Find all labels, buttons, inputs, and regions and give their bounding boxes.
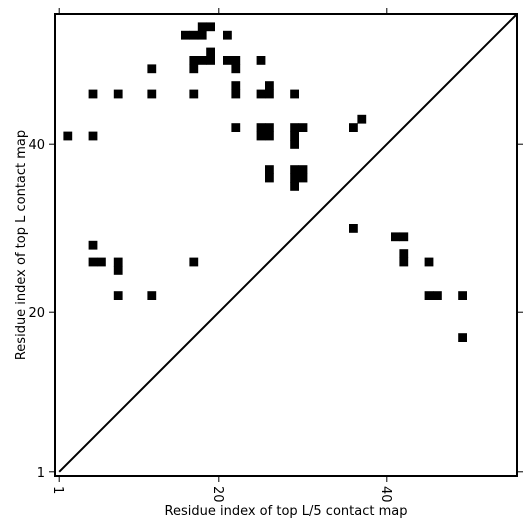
contact-cell xyxy=(399,249,409,258)
contact-cell xyxy=(113,291,123,300)
contact-cell xyxy=(88,240,98,250)
contact-cell xyxy=(197,30,207,40)
contact-cell xyxy=(298,123,308,132)
contact-cell xyxy=(357,114,367,124)
contact-cell xyxy=(290,140,299,149)
contact-cell xyxy=(349,123,358,132)
y-axis-label: Residue index of top L contact map xyxy=(14,130,29,360)
contact-cell xyxy=(189,64,199,74)
contact-cell xyxy=(399,232,409,242)
y-tick-label: 40 xyxy=(28,138,45,153)
contact-cell xyxy=(265,123,274,132)
contact-cell xyxy=(265,89,274,99)
contact-cell xyxy=(256,131,266,141)
contact-cell xyxy=(290,131,299,141)
contact-cell xyxy=(147,291,157,300)
contact-cell xyxy=(290,89,299,99)
contact-cell xyxy=(88,131,98,141)
contact-cell xyxy=(197,56,207,65)
contact-cell xyxy=(63,131,73,141)
contact-cell xyxy=(298,165,308,174)
x-tick-label: 40 xyxy=(378,486,393,503)
contact-cell xyxy=(265,81,274,90)
contact-cell xyxy=(88,89,98,99)
contact-cell xyxy=(231,81,241,90)
x-tick-label: 20 xyxy=(210,486,225,503)
x-tick-label: 1 xyxy=(50,486,65,494)
contact-cell xyxy=(231,64,241,74)
y-tick-label: 1 xyxy=(37,466,45,481)
diagonal-line xyxy=(58,13,518,473)
plot-frame xyxy=(54,13,518,477)
contact-cell xyxy=(256,89,266,99)
axis-ticks: 1 20 40 1 20 40 xyxy=(28,8,523,503)
contact-cell xyxy=(290,173,299,183)
contact-cell xyxy=(88,257,98,267)
contact-cell xyxy=(189,56,199,65)
x-axis-label: Residue index of top L/5 contact map xyxy=(165,504,408,519)
contact-cell xyxy=(206,22,215,32)
contact-cell xyxy=(265,173,274,183)
contact-cell xyxy=(424,291,434,300)
contact-cell xyxy=(97,257,106,267)
contact-cell xyxy=(391,232,400,242)
contact-cell xyxy=(265,131,274,141)
contact-cell xyxy=(231,56,241,65)
contact-cell xyxy=(197,22,207,32)
contact-cell xyxy=(290,123,299,132)
contact-cell xyxy=(298,173,308,183)
contact-cell xyxy=(256,56,266,65)
contact-cell xyxy=(290,182,299,191)
contact-cell xyxy=(399,257,409,267)
contact-cell xyxy=(223,56,232,65)
contact-cell xyxy=(424,257,434,267)
contact-cell xyxy=(290,165,299,174)
contact-cell xyxy=(433,291,442,300)
y-tick-label: 20 xyxy=(28,306,45,321)
contact-cell xyxy=(458,291,467,300)
contact-cell xyxy=(181,30,190,40)
contact-cell xyxy=(206,47,215,57)
contact-cell xyxy=(147,89,157,99)
contact-cell xyxy=(256,123,266,132)
contact-cell xyxy=(113,257,123,267)
contact-cell xyxy=(189,257,199,267)
contact-cell xyxy=(231,89,241,99)
contact-cell xyxy=(113,89,123,99)
contact-cell xyxy=(265,165,274,174)
contact-cell xyxy=(147,64,157,74)
contact-cell xyxy=(223,30,232,40)
contact-cell xyxy=(458,333,467,342)
contact-cell xyxy=(349,224,358,233)
contact-cell xyxy=(113,266,123,275)
contact-cell xyxy=(189,89,199,99)
contact-cell xyxy=(231,123,241,132)
contact-cell xyxy=(206,56,215,65)
contact-cell xyxy=(189,30,199,40)
contact-cells xyxy=(63,22,467,342)
